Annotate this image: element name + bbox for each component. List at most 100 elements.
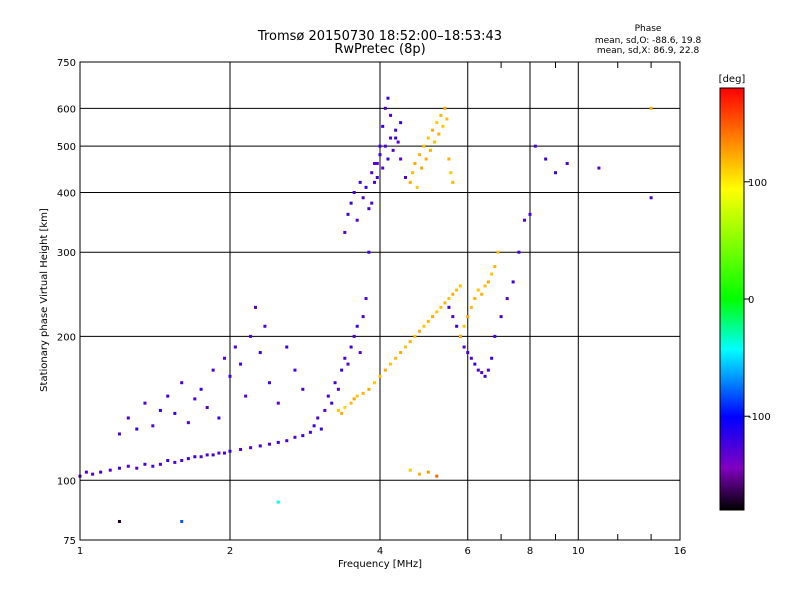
- data-point: [151, 424, 155, 428]
- data-point: [228, 449, 232, 453]
- data-point: [433, 140, 437, 144]
- data-points: [78, 96, 653, 523]
- data-point: [211, 368, 215, 372]
- data-point: [223, 451, 227, 455]
- y-tick-label: 200: [57, 332, 76, 343]
- data-point: [493, 334, 497, 338]
- data-point: [276, 440, 280, 444]
- data-point: [476, 368, 480, 372]
- data-point: [486, 368, 490, 372]
- axis-ticks: 1 2 4 6 8 10 16 75 100 200 300 400 500 600 750: [57, 58, 686, 557]
- data-point: [447, 297, 451, 301]
- data-point: [447, 305, 451, 309]
- data-point: [466, 351, 470, 355]
- phase-mean-o: mean, sd,O: -88.6, 19.8: [595, 36, 702, 46]
- data-point: [355, 218, 359, 222]
- data-point: [361, 196, 365, 200]
- data-point: [349, 401, 353, 405]
- data-point: [383, 144, 387, 148]
- data-point: [346, 362, 350, 366]
- data-point: [173, 460, 177, 464]
- data-point: [417, 153, 421, 157]
- y-tick-label: 600: [57, 104, 76, 115]
- data-point: [417, 329, 421, 333]
- data-point: [486, 280, 490, 284]
- data-point: [367, 387, 371, 391]
- data-point: [267, 442, 271, 446]
- data-point: [349, 201, 353, 205]
- data-point: [84, 470, 88, 474]
- data-point: [340, 368, 344, 372]
- data-point: [301, 387, 305, 391]
- colorbar-label: [deg]: [719, 74, 746, 85]
- data-point: [451, 180, 455, 184]
- data-point: [249, 446, 253, 450]
- data-point: [420, 166, 424, 170]
- data-point: [193, 455, 197, 459]
- data-point: [493, 265, 497, 269]
- data-point: [403, 345, 407, 349]
- data-point: [386, 96, 390, 100]
- data-point: [364, 297, 368, 301]
- data-point: [483, 284, 487, 288]
- data-point: [381, 124, 385, 128]
- data-point: [323, 408, 327, 412]
- data-point: [151, 464, 155, 468]
- data-point: [375, 175, 379, 179]
- data-point: [413, 334, 417, 338]
- data-point: [483, 374, 487, 378]
- data-point: [367, 250, 371, 254]
- data-point: [399, 121, 403, 125]
- data-point: [233, 345, 237, 349]
- data-point: [428, 148, 432, 152]
- data-point: [293, 368, 297, 372]
- data-point: [205, 405, 209, 409]
- data-point: [469, 305, 473, 309]
- data-point: [340, 411, 344, 415]
- data-point: [180, 458, 184, 462]
- data-point: [336, 408, 340, 412]
- y-tick-label: 500: [57, 142, 76, 153]
- data-point: [378, 374, 382, 378]
- data-point: [458, 334, 462, 338]
- data-point: [480, 371, 484, 375]
- colorbar-ticks: 100 0 -100: [744, 178, 771, 423]
- data-point: [451, 292, 455, 296]
- data-point: [249, 334, 253, 338]
- data-point: [553, 171, 557, 175]
- colorbar-tick-label: 0: [748, 295, 754, 306]
- data-point: [361, 315, 365, 319]
- data-point: [496, 250, 500, 254]
- data-point: [186, 421, 190, 425]
- data-point: [455, 324, 459, 328]
- data-point: [193, 397, 197, 401]
- data-point: [462, 324, 466, 328]
- data-point: [346, 212, 350, 216]
- data-point: [565, 161, 569, 165]
- x-tick-label: 2: [227, 546, 233, 557]
- data-point: [424, 157, 428, 161]
- y-tick-label: 75: [63, 536, 76, 547]
- data-point: [99, 470, 103, 474]
- data-point: [411, 171, 415, 175]
- data-point: [117, 466, 121, 470]
- data-point: [199, 455, 203, 459]
- data-point: [276, 500, 280, 504]
- data-point: [239, 362, 243, 366]
- data-point: [316, 416, 320, 420]
- data-point: [426, 136, 430, 140]
- data-point: [435, 310, 439, 314]
- data-point: [422, 324, 426, 328]
- data-point: [211, 453, 215, 457]
- colorbar-tick-label: 100: [748, 178, 767, 189]
- data-point: [399, 351, 403, 355]
- data-point: [441, 124, 445, 128]
- x-tick-label: 4: [377, 546, 383, 557]
- data-point: [276, 401, 280, 405]
- data-point: [343, 356, 347, 360]
- x-axis-label: Frequency [MHz]: [338, 559, 422, 570]
- data-point: [301, 434, 305, 438]
- data-point: [217, 416, 221, 420]
- data-point: [223, 356, 227, 360]
